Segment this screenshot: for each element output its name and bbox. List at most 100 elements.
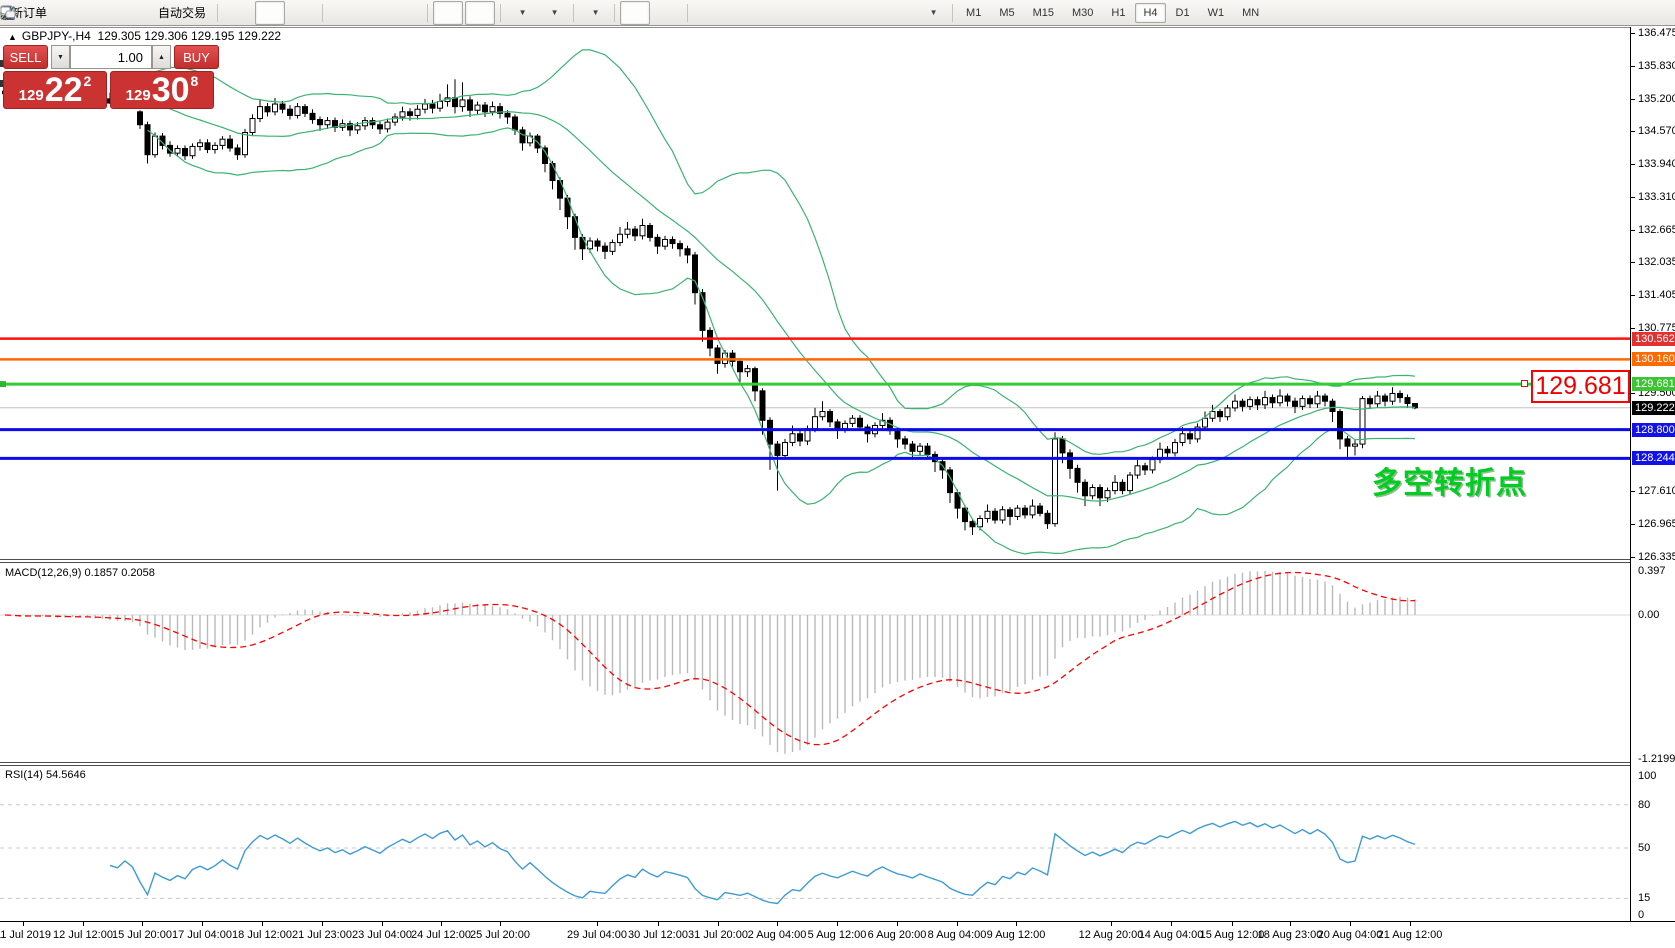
arrows-button[interactable]: ▼ [1, 1, 947, 25]
text-label-button[interactable]: T [1, 1, 915, 25]
search-button[interactable] [1, 1, 1632, 25]
cursor-button[interactable] [4, 0, 651, 25]
price-axis-label: 132.035 [1638, 256, 1675, 269]
horizontal-line-button[interactable] [1, 1, 755, 25]
zoom-in-button[interactable] [1, 1, 358, 25]
price-axis-label: 136.475 [1638, 27, 1675, 39]
toolbar-separator [952, 3, 954, 22]
periods-button[interactable]: ▼ [1, 1, 568, 25]
time-axis-label: 17 Jul 04:00 [172, 929, 232, 941]
volume-increase-button[interactable]: ▲ [152, 45, 171, 69]
pane-separator[interactable] [0, 762, 1675, 766]
crosshair-button[interactable] [1, 1, 682, 25]
price-axis-label: 133.940 [1638, 158, 1675, 170]
line-chart-button[interactable] [0, 1, 317, 25]
bar-chart-button[interactable] [1, 1, 253, 25]
price-tick [1631, 393, 1635, 395]
pane-separator[interactable] [0, 559, 1675, 563]
zoom-out-button[interactable] [1, 1, 390, 25]
hline-handle [0, 381, 6, 388]
buy-price-panel[interactable]: 129 30 8 [110, 71, 214, 109]
panel-edge-mark [0, 80, 4, 87]
auto-scroll-button[interactable] [1, 0, 464, 25]
timeframe-mn-button[interactable]: MN [1242, 6, 1260, 19]
dropdown-arrow-icon[interactable]: ▼ [550, 8, 559, 17]
sell-price-panel[interactable]: 129 22 2 [3, 71, 107, 109]
tile-windows-button[interactable] [1, 1, 422, 25]
time-tick [322, 922, 323, 926]
one-click-trading-panel: SELL ▼ 1.00 ▲ BUY 129 22 2 129 30 8 [3, 45, 219, 109]
price-axis-label: 126.335 [1638, 551, 1675, 563]
dropdown-arrow-icon[interactable]: ▼ [518, 8, 527, 17]
macd-indicator-label: MACD(12,26,9) 0.1857 0.2058 [5, 567, 155, 579]
autotrading-button[interactable]: 自动交易 [0, 1, 212, 25]
time-axis-label: 23 Jul 04:00 [352, 929, 412, 941]
price-axis[interactable]: 136.475 135.830 135.200 134.570 133.940 133.3… [1630, 27, 1675, 921]
price-axis-label: 132.665 [1638, 223, 1675, 236]
price-tick [1631, 327, 1635, 329]
price-tick [1631, 491, 1635, 493]
chart-shift-button[interactable] [1, 0, 496, 25]
sell-price-sup: 2 [83, 73, 92, 89]
macd-signal-line [4, 571, 1416, 746]
price-tick [1631, 33, 1635, 34]
text-button[interactable]: A [4, 1, 883, 25]
price-tick [1631, 164, 1635, 165]
time-axis[interactable]: 11 Jul 2019 12 Jul 12:00 15 Jul 20:00 17 Ju… [0, 921, 1675, 948]
price-tick [1631, 66, 1635, 68]
indicators-button[interactable]: ▼ [0, 1, 536, 25]
timeframe-m1-button[interactable]: M1 [966, 6, 982, 19]
toolbar-separator [500, 3, 502, 22]
price-axis-label: 126.965 [1638, 518, 1675, 531]
toolbar-separator [614, 3, 616, 22]
callout-anchor-handle[interactable] [1521, 380, 1528, 387]
price-axis-label: 131.405 [1638, 289, 1675, 301]
candlestick-chart-button[interactable] [1, 0, 286, 25]
signals-button[interactable] [0, 1, 149, 25]
templates-button[interactable]: ▼ [0, 1, 609, 25]
time-axis-label: 15 Jul 20:00 [112, 929, 172, 941]
pivot-badge: 129.681 [1632, 377, 1675, 392]
low-value: 129.195 [190, 29, 235, 43]
chat-button[interactable] [0, 1, 1664, 25]
macd-pane[interactable] [0, 563, 1630, 762]
time-tick [1111, 922, 1112, 926]
toolbar-separator [427, 3, 429, 22]
macd-scale-label: 0.397 [1638, 565, 1666, 577]
timeframe-h4-button[interactable]: H4 [1135, 2, 1166, 23]
time-axis-label: 12 Jul 12:00 [53, 929, 113, 941]
trendline-button[interactable] [1, 1, 787, 25]
dropdown-arrow-icon[interactable]: ▼ [591, 8, 600, 17]
timeframe-w1-button[interactable]: W1 [1207, 6, 1225, 19]
price-callout-label[interactable]: 129.681 [1531, 370, 1630, 403]
close-value: 129.222 [237, 29, 282, 43]
chinese-annotation-text[interactable]: 多空转折点 [1372, 467, 1527, 500]
sell-button[interactable]: SELL [3, 45, 48, 69]
price-tick [1631, 524, 1635, 526]
time-tick [1171, 922, 1172, 926]
time-tick [897, 922, 898, 926]
channel-button[interactable]: E [0, 1, 819, 25]
buy-button[interactable]: BUY [174, 45, 219, 69]
support-badge-2: 128.244 [1632, 451, 1675, 466]
symbol-label: GBPJPY-,H4 [21, 29, 91, 43]
time-tick [658, 922, 659, 926]
profile-button[interactable] [0, 1, 117, 25]
rsi-pane[interactable] [0, 766, 1630, 921]
resistance-badge-2: 130.160 [1632, 352, 1675, 367]
current-price-badge: 129.222 [1632, 400, 1675, 415]
volume-input[interactable]: 1.00 [70, 45, 152, 69]
fibonacci-button[interactable]: F [2, 1, 851, 25]
volume-decrease-button[interactable]: ▼ [51, 45, 70, 69]
timeframe-m30-button[interactable]: M30 [1072, 6, 1094, 19]
dropdown-arrow-icon[interactable]: ▼ [929, 8, 938, 17]
timeframe-d1-button[interactable]: D1 [1175, 6, 1190, 19]
timeframe-h1-button[interactable]: H1 [1111, 6, 1126, 19]
vertical-line-button[interactable] [7, 1, 723, 25]
main-price-chart[interactable] [0, 27, 1630, 560]
timeframe-m5-button[interactable]: M5 [999, 6, 1015, 19]
chart-window-button[interactable] [0, 1, 85, 25]
timeframe-m15-button[interactable]: M15 [1032, 6, 1054, 19]
collapse-triangle-icon[interactable]: ▲ [8, 32, 17, 42]
